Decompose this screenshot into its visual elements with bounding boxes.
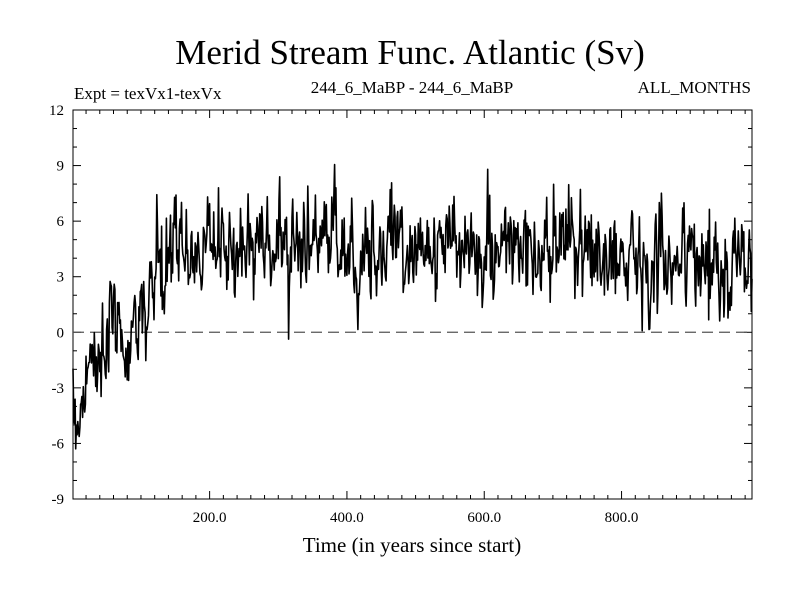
y-tick-label: 6 — [57, 214, 65, 230]
series-line — [72, 163, 753, 450]
y-tick-label: 9 — [57, 159, 65, 175]
x-tick-label: 400.0 — [330, 510, 364, 526]
y-tick-label: -9 — [52, 492, 65, 508]
x-axis-label: Time (in years since start) — [303, 533, 522, 557]
y-tick-label: 3 — [57, 270, 65, 286]
chart-title: Merid Stream Func. Atlantic (Sv) — [175, 33, 645, 72]
chart-subtitle-experiment: Expt = texVx1-texVx — [74, 84, 222, 103]
x-tick-label: 600.0 — [467, 510, 501, 526]
chart-subtitle-period: 244_6_MaBP - 244_6_MaBP — [311, 78, 513, 97]
y-tick-label: 0 — [57, 325, 65, 341]
y-tick-label: -6 — [52, 436, 65, 452]
y-tick-label: 12 — [49, 103, 64, 119]
x-tick-label: 800.0 — [605, 510, 639, 526]
chart-subtitle-months: ALL_MONTHS — [638, 78, 751, 97]
axis-tick-labels: -9 -6 -3 0 3 6 9 12 200.0 400.0 600.0 800.0 — [49, 103, 638, 526]
y-tick-label: -3 — [52, 381, 65, 397]
axis-ticks — [73, 109, 752, 500]
x-tick-label: 200.0 — [193, 510, 227, 526]
